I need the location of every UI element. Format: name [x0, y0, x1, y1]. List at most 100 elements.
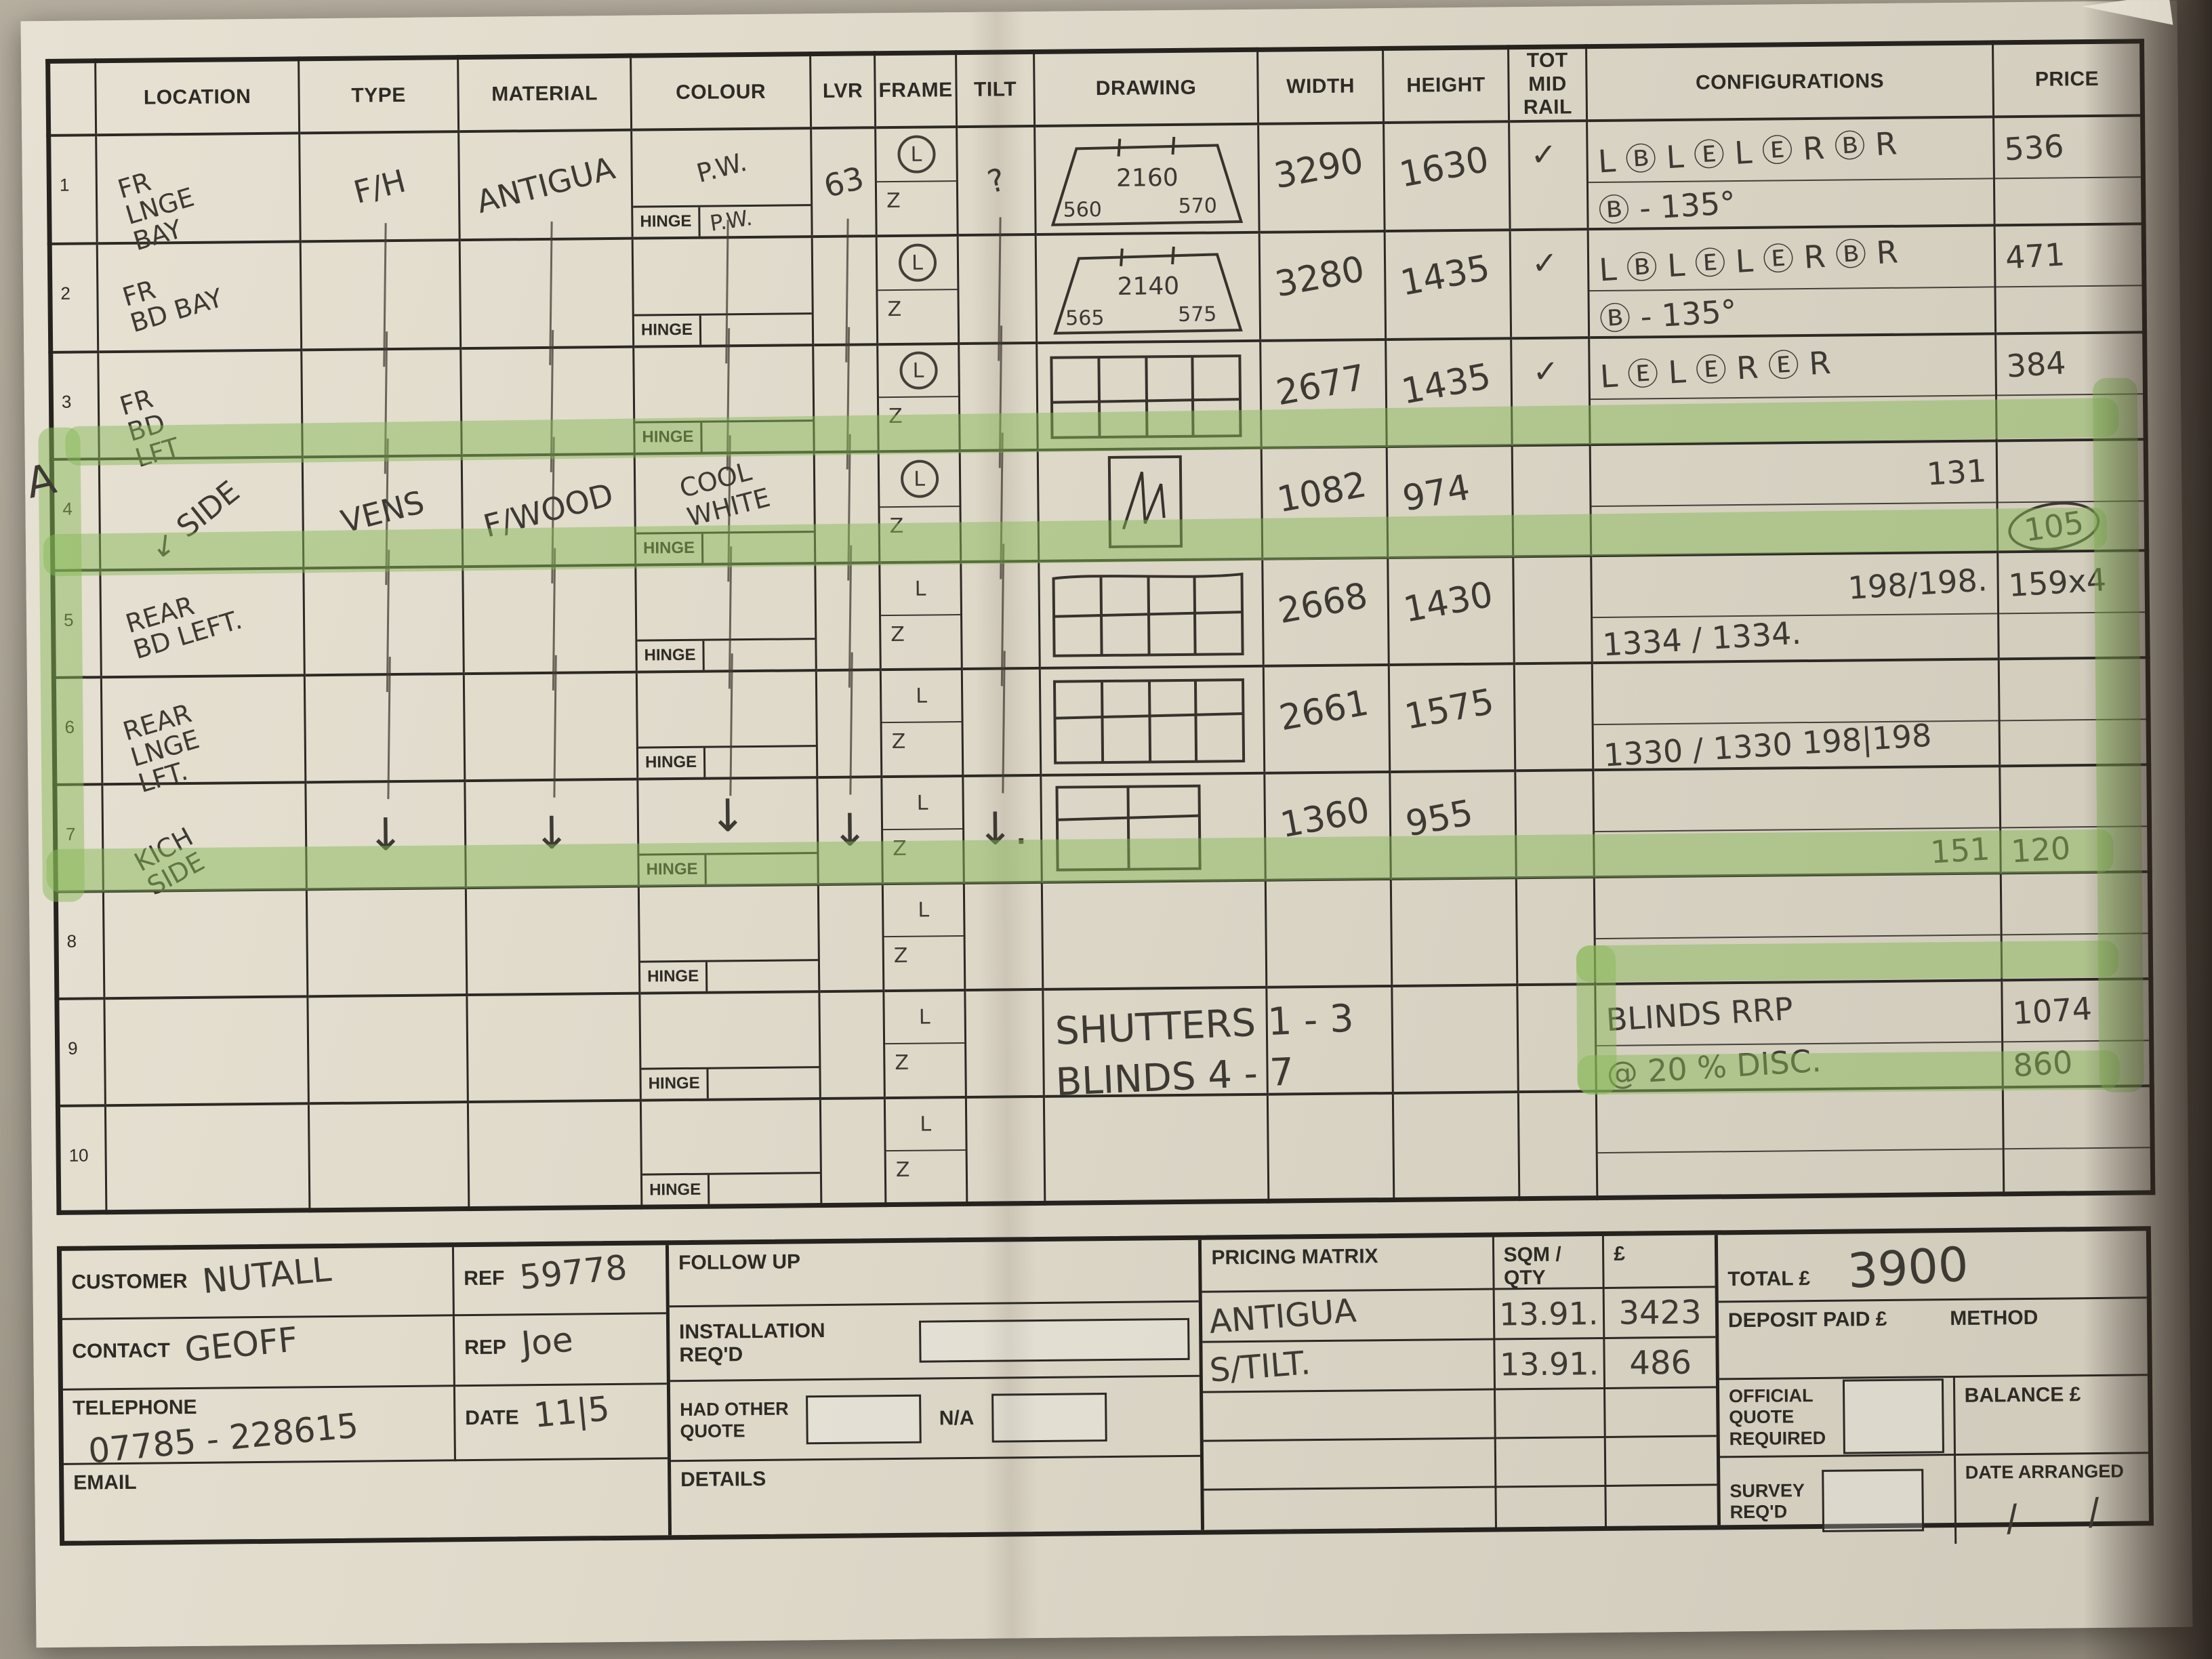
ditto-line: F/WOOD — [463, 455, 635, 565]
row-number: 8 — [66, 930, 77, 951]
type-value: VENS — [337, 483, 428, 540]
ditto-line — [813, 237, 876, 344]
bay-window-drawing: 2160 560 570 — [1050, 136, 1243, 226]
row-number: 9 — [67, 1038, 78, 1059]
frame-z: Z — [890, 623, 905, 647]
col-header-material: MATERIAL — [457, 56, 632, 131]
configuration-line2: 151 — [1929, 830, 1992, 871]
telephone-label: TELEPHONE — [73, 1395, 197, 1420]
colour-value: P.W. — [693, 146, 750, 188]
ditto-arrow: ↓ — [708, 790, 747, 842]
had-other-quote-cell: HAD OTHER QUOTE N/A — [670, 1376, 1201, 1462]
quote-survey-grid: OFFICIAL QUOTE REQUIRED BALANCE £ SURVEY… — [1719, 1376, 2149, 1547]
price-value: 384 — [2005, 344, 2067, 384]
width-value: 1360 — [1277, 789, 1373, 846]
hinge-label: HINGE — [638, 747, 706, 778]
date-value: 11|5 — [532, 1389, 612, 1435]
ditto-line — [304, 568, 462, 674]
window-grid-drawing — [1049, 354, 1242, 439]
total-label: TOTAL £ — [1727, 1267, 1811, 1291]
width-value: 2668 — [1275, 575, 1371, 632]
na-checkbox — [991, 1392, 1107, 1443]
ditto-line — [302, 241, 459, 348]
col-header-configurations: CONFIGURATIONS — [1586, 42, 1994, 121]
had-other-quote-checkbox — [806, 1394, 922, 1444]
matrix-sqm: 13.91. — [1498, 1294, 1599, 1332]
row-number: 4 — [62, 498, 73, 519]
height-value: 1575 — [1401, 680, 1498, 738]
price-value: 536 — [2003, 127, 2065, 167]
details-cell: DETAILS — [671, 1457, 1201, 1535]
ditto-line — [302, 350, 460, 455]
matrix-amount: 3423 — [1618, 1293, 1702, 1332]
colour-value: COOL WHITE — [676, 455, 773, 533]
height-value: 1435 — [1397, 247, 1494, 304]
hinge-subrow: HINGE P.W. — [633, 203, 811, 237]
frame-l-circled: L — [900, 459, 939, 498]
total-value: 3900 — [1845, 1236, 1970, 1300]
material-value: ANTIGUA — [472, 149, 619, 220]
method-label: METHOD — [1950, 1306, 2039, 1330]
width-value: 3280 — [1271, 248, 1368, 305]
type-value: F/H — [350, 162, 409, 211]
price-value: 159x4 — [2007, 560, 2108, 604]
frame-z: Z — [895, 1158, 910, 1182]
deposit-label: DEPOSIT PAID £ — [1727, 1307, 1887, 1332]
total-cell: TOTAL £ 3900 — [1717, 1231, 2147, 1303]
installation-label: INSTALLATION REQ'D — [678, 1319, 825, 1366]
survey-label: SURVEY REQ'D — [1729, 1480, 1805, 1523]
frame-z: Z — [887, 297, 902, 321]
height-value: 955 — [1402, 792, 1477, 845]
ditto-line: HINGE — [634, 346, 813, 453]
table-row-1: 1 FR LNGE BAY F/H ANTIGUA P.W. HINGE P.W.… — [48, 115, 2144, 256]
ditto-line: VENS — [304, 457, 462, 567]
follow-up-block: FOLLOW UP INSTALLATION REQ'D HAD OTHER Q… — [665, 1240, 1202, 1536]
hinge-label: HINGE — [641, 1069, 709, 1099]
height-value: 1630 — [1396, 138, 1492, 196]
totals-block: TOTAL £ 3900 DEPOSIT PAID £ METHOD OFFICIA… — [1714, 1231, 2149, 1547]
frame-l: L — [914, 577, 926, 601]
bay-window-drawing: 2140 565 575 — [1052, 246, 1243, 335]
frame-z: Z — [895, 1051, 909, 1076]
ditto-arrow: ↓ — [367, 808, 405, 861]
date-arranged-value: / / — [2003, 1490, 2102, 1540]
main-survey-table: LOCATION TYPE MATERIAL COLOUR LVR FRAME … — [45, 39, 2156, 1215]
hinge-label: HINGE — [636, 533, 704, 564]
width-value: 2661 — [1276, 682, 1372, 739]
frame-l: L — [918, 898, 930, 922]
ditto-arrow: ↓. — [976, 802, 1029, 855]
rep-label: REP — [464, 1336, 507, 1359]
customer-cell: CUSTOMER NUTALL — [61, 1247, 455, 1320]
configuration-line2: Ⓑ - 135° — [1598, 292, 1738, 337]
window-grid-drawing — [1051, 572, 1244, 657]
configuration-line2: 1334 / 1334. — [1601, 614, 1803, 663]
frame-z: Z — [893, 944, 908, 968]
ditto-line — [462, 348, 633, 453]
hinge-label: HINGE — [640, 962, 708, 992]
hinge-label: HINGE — [642, 1174, 710, 1205]
lvr-value: 63 — [819, 159, 867, 205]
survey-order-sheet: LOCATION TYPE MATERIAL COLOUR LVR FRAME … — [20, 0, 2193, 1648]
official-quote-cell: OFFICIAL QUOTE REQUIRED — [1719, 1378, 1956, 1458]
hinge-label: HINGE — [639, 855, 707, 885]
contact-value: GEOFF — [183, 1319, 300, 1370]
window-grid-drawing — [1052, 678, 1245, 764]
hinge-label: HINGE — [634, 315, 702, 346]
ditto-line — [306, 675, 464, 781]
pricing-matrix-label: PRICING MATRIX — [1211, 1245, 1378, 1269]
follow-up-cell: FOLLOW UP — [668, 1240, 1200, 1308]
date-label: DATE — [465, 1406, 519, 1430]
ditto-line — [959, 235, 1036, 342]
col-header-frame: FRAME — [874, 52, 957, 127]
row-number: 10 — [68, 1144, 89, 1166]
height-value: 974 — [1399, 467, 1473, 520]
frame-z: Z — [891, 730, 906, 754]
installation-cell: INSTALLATION REQ'D — [669, 1302, 1200, 1382]
official-quote-label: OFFICIAL QUOTE REQUIRED — [1728, 1385, 1826, 1449]
svg-text:565: 565 — [1065, 306, 1105, 331]
